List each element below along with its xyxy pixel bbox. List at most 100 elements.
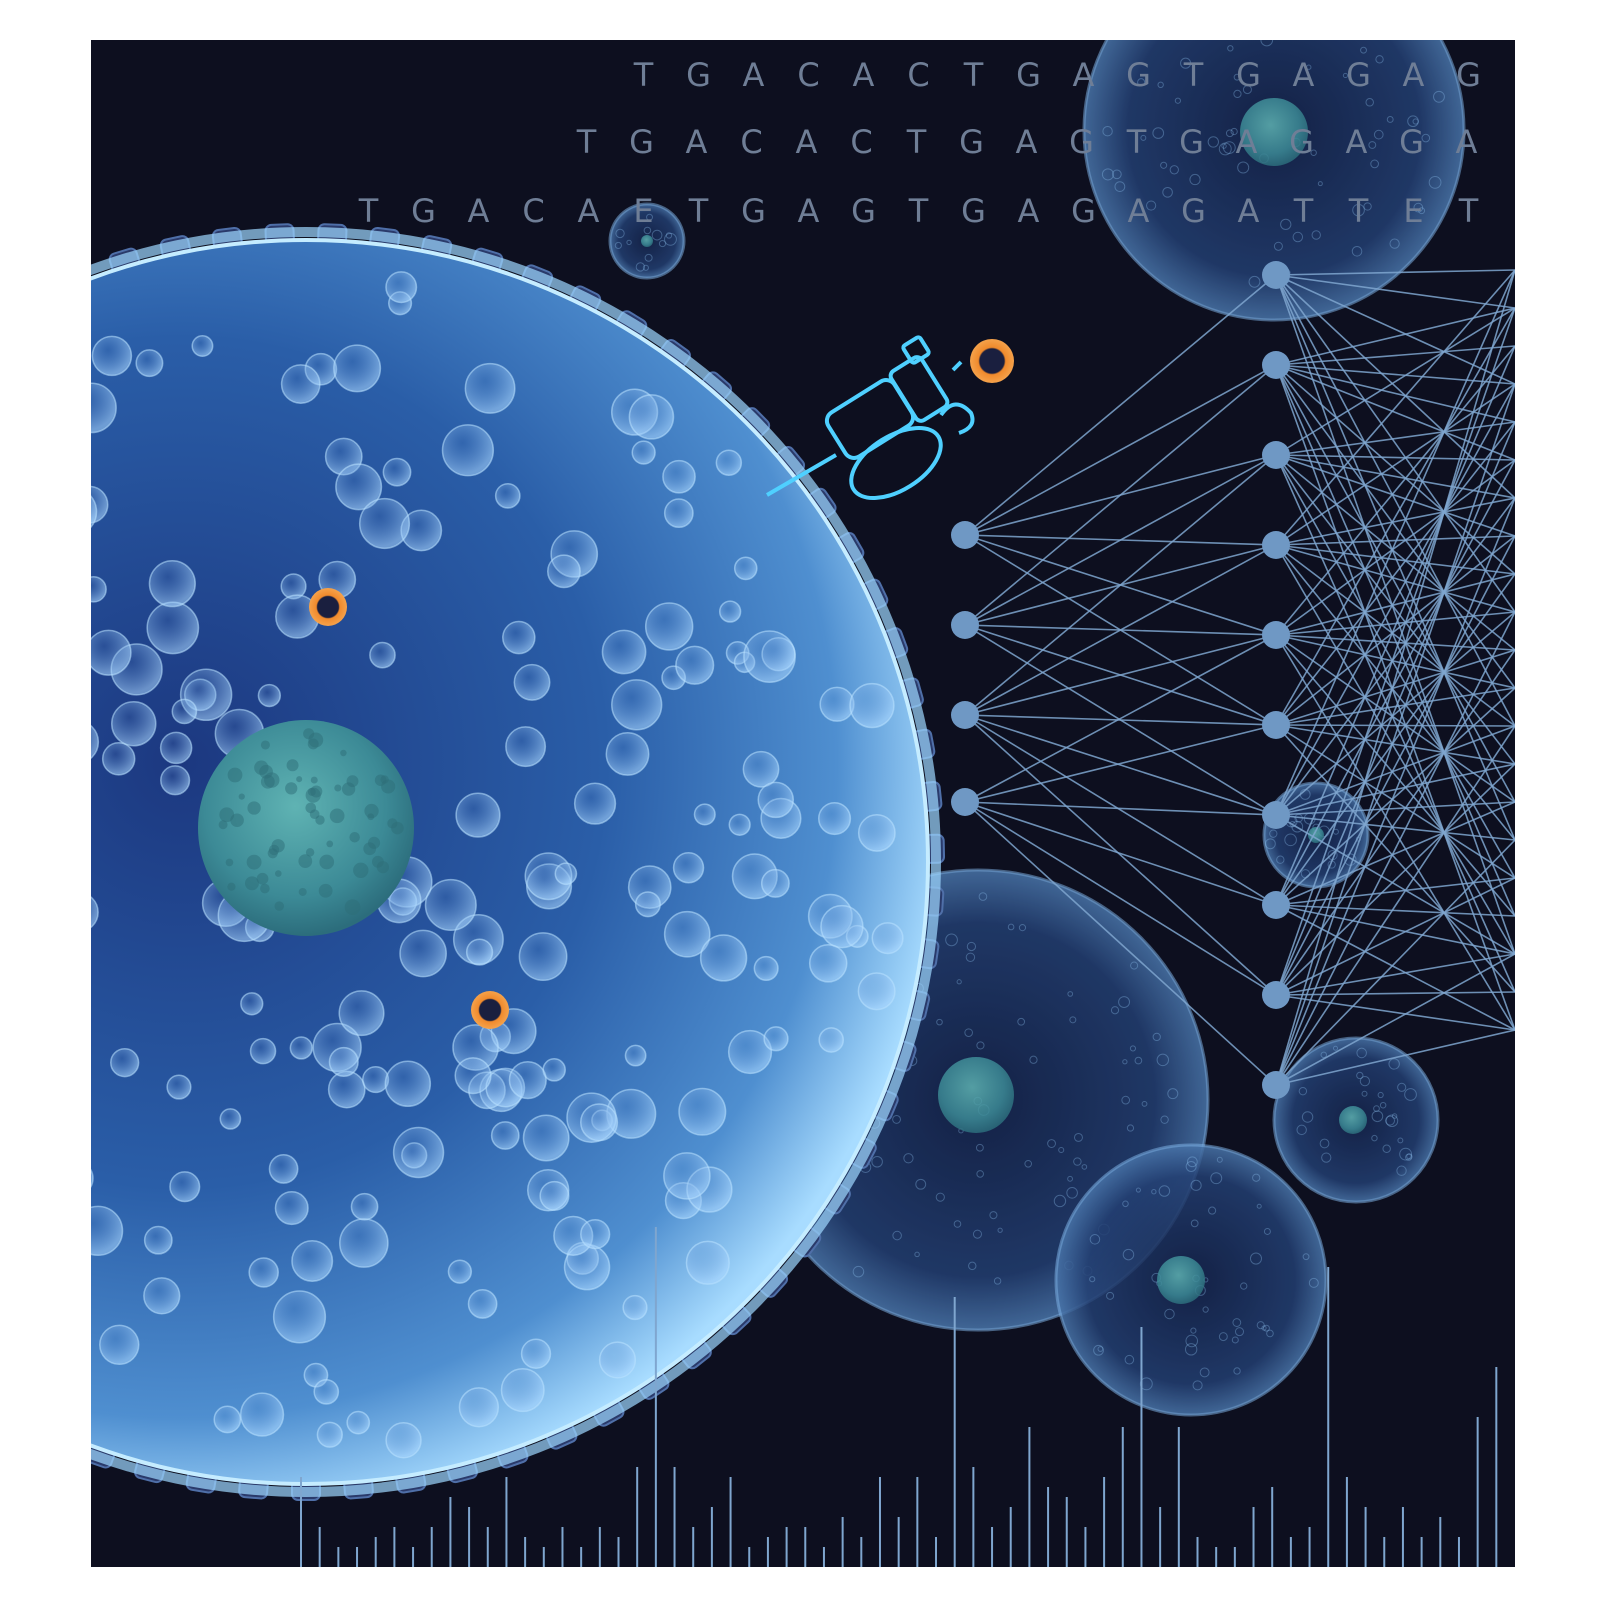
dna-letter: T xyxy=(633,56,654,94)
vesicle xyxy=(455,792,501,838)
vesicle xyxy=(494,482,521,509)
vesicle xyxy=(289,1036,313,1060)
vesicle xyxy=(849,682,895,729)
network-input-node xyxy=(951,788,979,816)
vesicle xyxy=(522,1114,570,1162)
vesicle xyxy=(328,1046,359,1078)
dna-letter: A xyxy=(577,192,600,230)
dna-letter: E xyxy=(633,192,654,230)
vesicle xyxy=(601,629,647,675)
vesicle xyxy=(611,679,663,731)
dna-letter: C xyxy=(797,56,820,94)
vesicle xyxy=(333,344,382,393)
dna-letter: G xyxy=(1236,56,1261,94)
vesicle xyxy=(857,814,896,852)
dna-letter: C xyxy=(740,123,763,161)
vesicle xyxy=(857,972,896,1011)
vesicle xyxy=(272,1290,327,1344)
dna-letter: G xyxy=(1069,123,1094,161)
vesicle xyxy=(146,601,200,655)
vesicle xyxy=(817,801,852,836)
vesicle xyxy=(385,271,418,304)
vesicle xyxy=(274,1191,309,1226)
dna-letter: T xyxy=(358,192,379,230)
vesicle xyxy=(605,731,650,776)
dna-letter: A xyxy=(467,192,490,230)
vesicle xyxy=(382,457,412,487)
vesicle xyxy=(346,1410,371,1435)
orange-marker xyxy=(970,339,1014,383)
vesicle xyxy=(335,463,383,511)
vesicle xyxy=(159,731,193,765)
vesicle xyxy=(399,929,448,978)
vesicle xyxy=(818,1027,845,1053)
vesicle xyxy=(505,726,547,768)
vesicle xyxy=(91,724,100,760)
vesicle xyxy=(546,554,581,589)
dna-letter: G xyxy=(1016,56,1041,94)
dna-letter: A xyxy=(1235,123,1258,161)
dna-letter: E xyxy=(1403,192,1424,230)
dna-letter: T xyxy=(906,123,927,161)
dna-letter: A xyxy=(1015,123,1038,161)
vesicle xyxy=(384,1060,432,1108)
vesicle xyxy=(361,1065,390,1094)
vesicle xyxy=(291,1239,334,1282)
dna-letter: G xyxy=(1071,192,1096,230)
vesicle xyxy=(573,782,617,825)
dna-letter: A xyxy=(742,56,765,94)
vesicle xyxy=(727,1029,773,1075)
vesicle xyxy=(513,663,551,701)
cell-network-artwork xyxy=(91,40,1515,1567)
vesicle xyxy=(313,1379,340,1405)
vesicle xyxy=(685,1240,730,1285)
vesicle xyxy=(753,955,779,982)
vesicle xyxy=(520,1338,552,1369)
dna-letter: T xyxy=(1126,123,1147,161)
vesicle xyxy=(718,600,742,623)
vesicle xyxy=(490,1121,520,1150)
vesicle xyxy=(728,813,751,836)
vesicle xyxy=(508,1060,547,1100)
background-cell xyxy=(1054,1143,1328,1417)
dna-letter: A xyxy=(852,56,875,94)
dna-letter: T xyxy=(1183,56,1204,94)
vesicle xyxy=(663,1152,711,1200)
vesicle xyxy=(316,1421,343,1448)
vesicle xyxy=(441,424,495,477)
dna-letter: T xyxy=(1293,192,1314,230)
vesicle xyxy=(369,641,396,669)
network-hidden-node xyxy=(1262,801,1290,829)
vesicle xyxy=(339,1218,389,1268)
background-cell xyxy=(1272,1036,1440,1204)
dna-letter: A xyxy=(685,123,708,161)
vesicle xyxy=(631,440,656,465)
vesicle xyxy=(148,560,196,608)
vesicle xyxy=(91,629,132,676)
dna-letter: G xyxy=(686,56,711,94)
vesicle xyxy=(465,938,494,966)
vesicle xyxy=(99,1324,140,1366)
vesicle xyxy=(392,1126,445,1179)
vesicle xyxy=(467,1289,498,1319)
vesicle xyxy=(219,1108,242,1130)
vesicle xyxy=(500,1368,545,1413)
vesicle xyxy=(91,1205,124,1257)
vesicle xyxy=(160,765,191,796)
background-cell xyxy=(1082,40,1466,322)
vesicle xyxy=(502,620,536,655)
dna-letter: C xyxy=(522,192,545,230)
dna-letter: G xyxy=(1179,123,1204,161)
dna-letter: G xyxy=(1181,192,1206,230)
network-input-node xyxy=(951,701,979,729)
vesicle xyxy=(518,932,568,982)
vesicle xyxy=(91,576,107,603)
vesicle xyxy=(663,910,711,958)
vesicle xyxy=(280,364,321,404)
dna-letter: G xyxy=(1126,56,1151,94)
dna-letter: T xyxy=(1348,192,1369,230)
vesicle xyxy=(579,1103,619,1142)
